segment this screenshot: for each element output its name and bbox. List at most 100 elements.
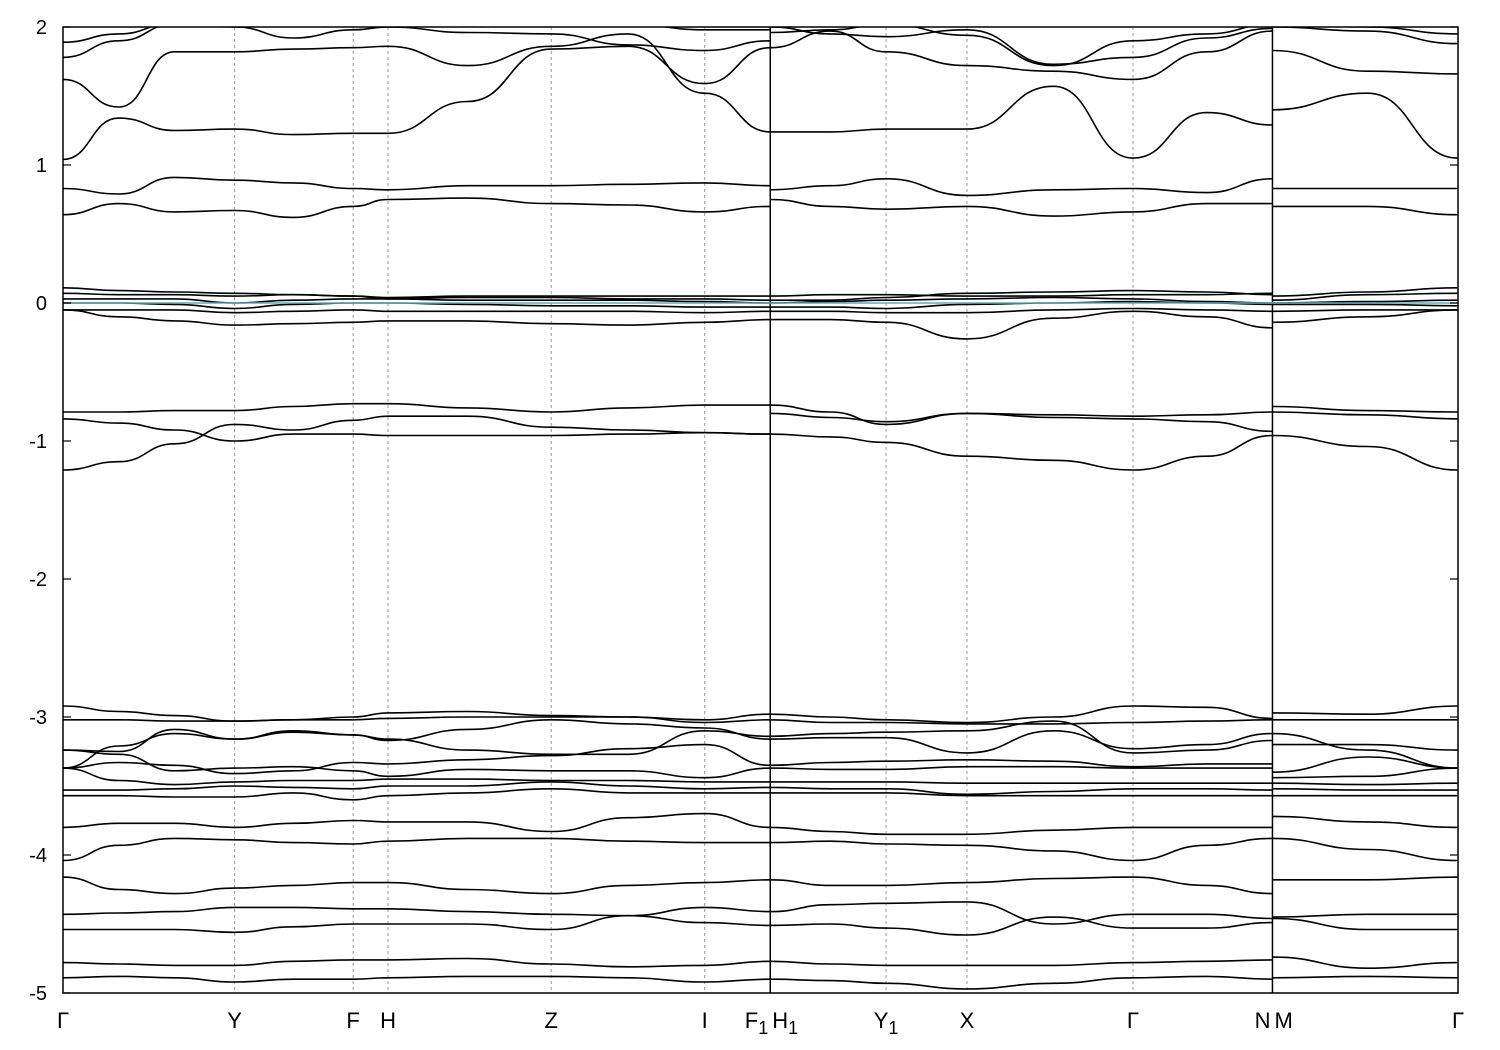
- band-line-23: [1272, 292, 1458, 301]
- kpoint-label: Γ: [1127, 1008, 1139, 1033]
- band-line-22: [770, 296, 1273, 304]
- band-line-13: [1272, 743, 1458, 751]
- band-line-18: [770, 404, 1273, 426]
- ytick-label: -5: [29, 983, 47, 1005]
- y-axis: 2 1 0 -1 -2 -3 -4 -5: [29, 17, 1458, 1005]
- ytick-label: 2: [36, 17, 47, 39]
- kpoint-label-subscript: 1: [788, 1018, 798, 1038]
- band-line-28: [770, 85, 1273, 159]
- band-line-30: [1330, 27, 1458, 35]
- band-line-28: [1272, 92, 1458, 159]
- band-line-7: [63, 787, 771, 801]
- band-line-1: [770, 959, 1273, 967]
- band-line-4: [1272, 876, 1458, 881]
- band-line-3: [63, 906, 771, 927]
- band-line-16: [1272, 434, 1458, 471]
- band-line-16: [770, 433, 1273, 471]
- band-line-10: [63, 743, 771, 775]
- band-line-12: [770, 729, 1273, 754]
- band-line-24: [63, 287, 771, 301]
- band-line-28: [63, 33, 771, 133]
- band-line-20: [770, 307, 1273, 314]
- band-line-4: [63, 876, 771, 895]
- band-line-20: [1272, 309, 1458, 313]
- band-line-26: [63, 176, 771, 195]
- band-line-8: [1272, 788, 1458, 791]
- band-line-19: [63, 309, 771, 326]
- kpoint-label-subscript: 1: [888, 1018, 898, 1038]
- band-line-5: [770, 837, 1273, 862]
- band-line-0: [63, 975, 771, 983]
- band-line-11: [1272, 767, 1458, 779]
- kpoint-label: Y1: [874, 1008, 899, 1038]
- band-line-21: [1272, 303, 1458, 307]
- band-line-2: [770, 901, 1273, 925]
- band-line-11: [770, 765, 1273, 771]
- band-lines: [63, 27, 1458, 990]
- band-line-18: [1272, 405, 1458, 413]
- band-line-17: [770, 412, 1273, 433]
- grid-lines: [234, 27, 1274, 993]
- kpoint-label: Γ: [1452, 1008, 1464, 1033]
- kpoint-label-subscript: 1: [758, 1018, 768, 1038]
- band-line-29: [770, 27, 1273, 66]
- band-line-15: [63, 705, 771, 722]
- band-line-5: [1272, 837, 1458, 862]
- band-line-27: [770, 30, 1273, 81]
- ytick-label: -1: [29, 431, 47, 453]
- band-line-26: [770, 177, 1273, 197]
- band-line-7: [770, 792, 1273, 797]
- band-line-6: [63, 812, 771, 833]
- band-line-6: [770, 826, 1273, 836]
- kpoint-label: Γ: [57, 1008, 69, 1033]
- band-line-15: [1272, 705, 1458, 716]
- ytick-label: -3: [29, 707, 47, 729]
- band-line-23: [770, 292, 1273, 297]
- band-line-0: [770, 975, 1273, 990]
- kpoint-label: F1: [745, 1008, 768, 1038]
- band-line-1: [1272, 956, 1458, 970]
- band-line-19: [770, 310, 1273, 340]
- band-line-27: [1272, 49, 1458, 75]
- kpoint-label: X: [960, 1008, 975, 1033]
- band-line-10: [1272, 756, 1458, 773]
- band-line-14: [770, 719, 1273, 725]
- kpoint-label: H: [380, 1008, 396, 1033]
- band-line-12: [1272, 732, 1458, 769]
- band-line-9: [63, 767, 771, 786]
- ytick-label: 1: [36, 155, 47, 177]
- band-line-8: [63, 781, 771, 791]
- kpoint-label: F: [346, 1008, 359, 1033]
- band-line-18: [63, 402, 771, 413]
- band-line-11: [63, 749, 771, 779]
- ytick-label: -4: [29, 845, 47, 867]
- band-line-0: [1272, 975, 1458, 979]
- band-line-25: [63, 197, 771, 219]
- x-axis: Γ Γ Y F H Z I F1 H1 Y1 X Γ N M: [57, 1008, 1464, 1038]
- band-line-15: [770, 705, 1273, 724]
- kpoint-label: M: [1274, 1008, 1292, 1033]
- band-line-23: [63, 292, 771, 299]
- band-line-27: [63, 45, 771, 161]
- band-line-17: [63, 418, 771, 442]
- band-line-19: [1272, 309, 1458, 324]
- band-line-25: [1272, 205, 1458, 216]
- band-line-29: [1272, 27, 1458, 45]
- band-line-25: [770, 198, 1273, 217]
- band-line-21: [63, 302, 771, 310]
- band-line-8: [770, 786, 1273, 796]
- band-line-30: [770, 27, 1251, 67]
- band-line-13: [63, 728, 771, 756]
- plot-frame: [62, 26, 1459, 994]
- band-line-1: [63, 957, 771, 968]
- band-line-6: [1272, 815, 1458, 829]
- band-line-3: [1272, 913, 1458, 918]
- band-line-20: [63, 309, 771, 314]
- band-line-9: [770, 781, 1273, 785]
- kpoint-label: N: [1255, 1008, 1271, 1033]
- band-line-9: [1272, 782, 1458, 786]
- band-line-2: [63, 906, 771, 934]
- kpoint-label: Y: [227, 1008, 242, 1033]
- kpoint-label: I: [702, 1008, 708, 1033]
